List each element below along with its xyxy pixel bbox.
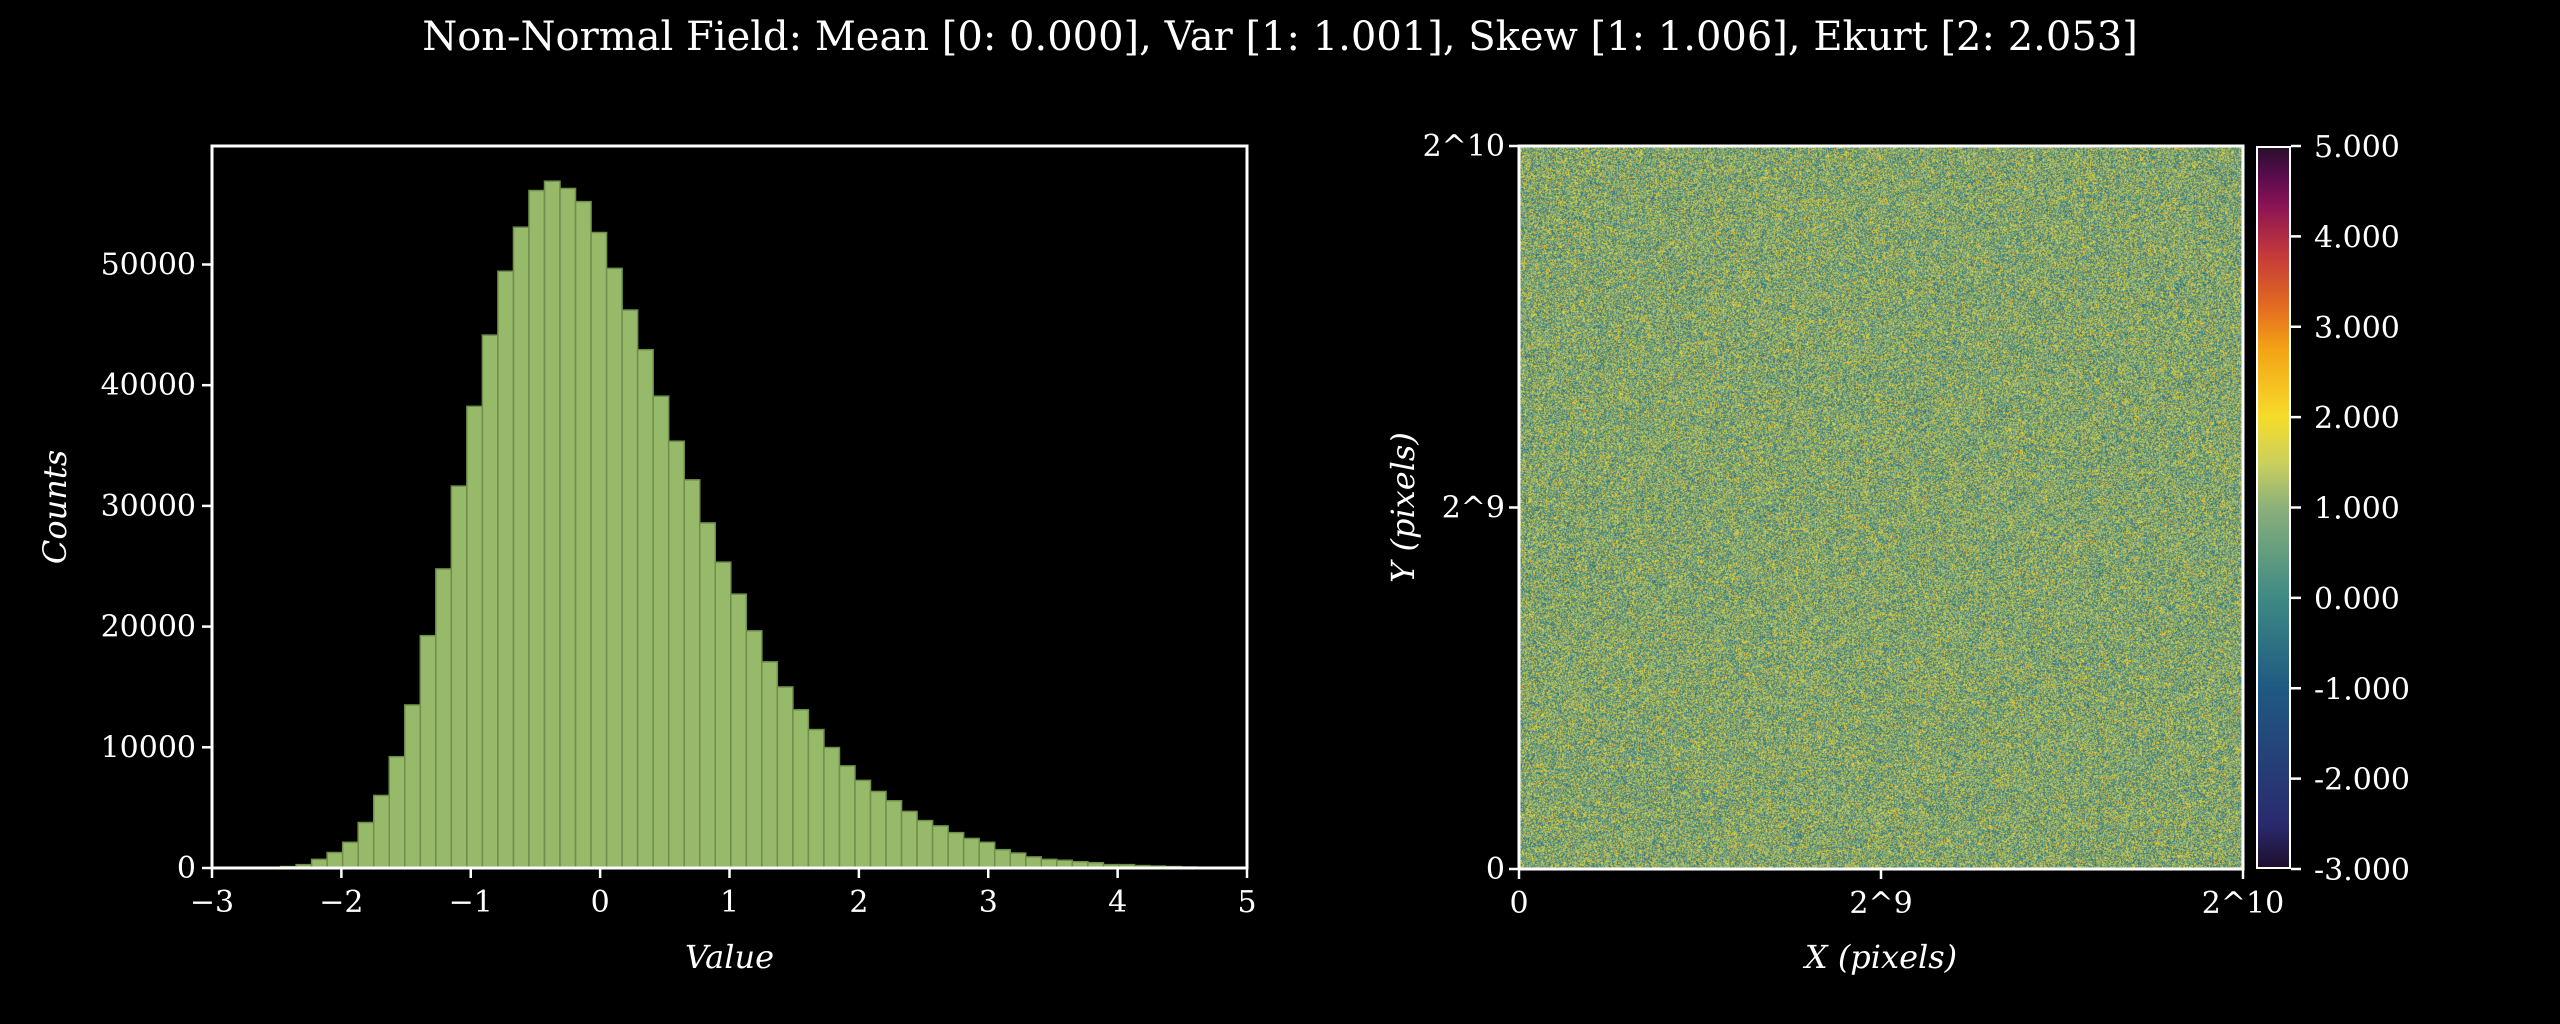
colorbar-tick-label: -1.000 bbox=[2314, 672, 2410, 707]
colorbar-tick-label: 3.000 bbox=[2314, 311, 2400, 346]
y-tick-label: 2^9 bbox=[1442, 491, 1505, 526]
heatmap-frame bbox=[1519, 146, 2243, 869]
x-axis-label: X (pixels) bbox=[1802, 938, 1957, 976]
y-tick-label: 2^10 bbox=[1423, 129, 1505, 164]
colorbar-tick-label: 5.000 bbox=[2314, 130, 2400, 165]
colorbar-tick-label: 1.000 bbox=[2314, 492, 2400, 527]
colorbar-tick-label: 0.000 bbox=[2314, 582, 2400, 617]
colorbar-tick-label: 2.000 bbox=[2314, 401, 2400, 436]
colorbar-tick-label: 4.000 bbox=[2314, 220, 2400, 255]
heatmap-axes: 0 2^9 2^10 0 2^9 2^10 X (pixels) Y (pixels) 5.00… bbox=[0, 0, 2560, 1024]
colorbar-tick-label: -3.000 bbox=[2314, 853, 2410, 888]
x-tick-label: 2^10 bbox=[2202, 886, 2284, 921]
x-tick-label: 0 bbox=[1509, 886, 1528, 921]
y-tick-label: 0 bbox=[1486, 852, 1505, 887]
y-axis-label: Y (pixels) bbox=[1384, 432, 1422, 583]
x-tick-label: 2^9 bbox=[1849, 886, 1912, 921]
colorbar-tick-label: -2.000 bbox=[2314, 763, 2410, 798]
